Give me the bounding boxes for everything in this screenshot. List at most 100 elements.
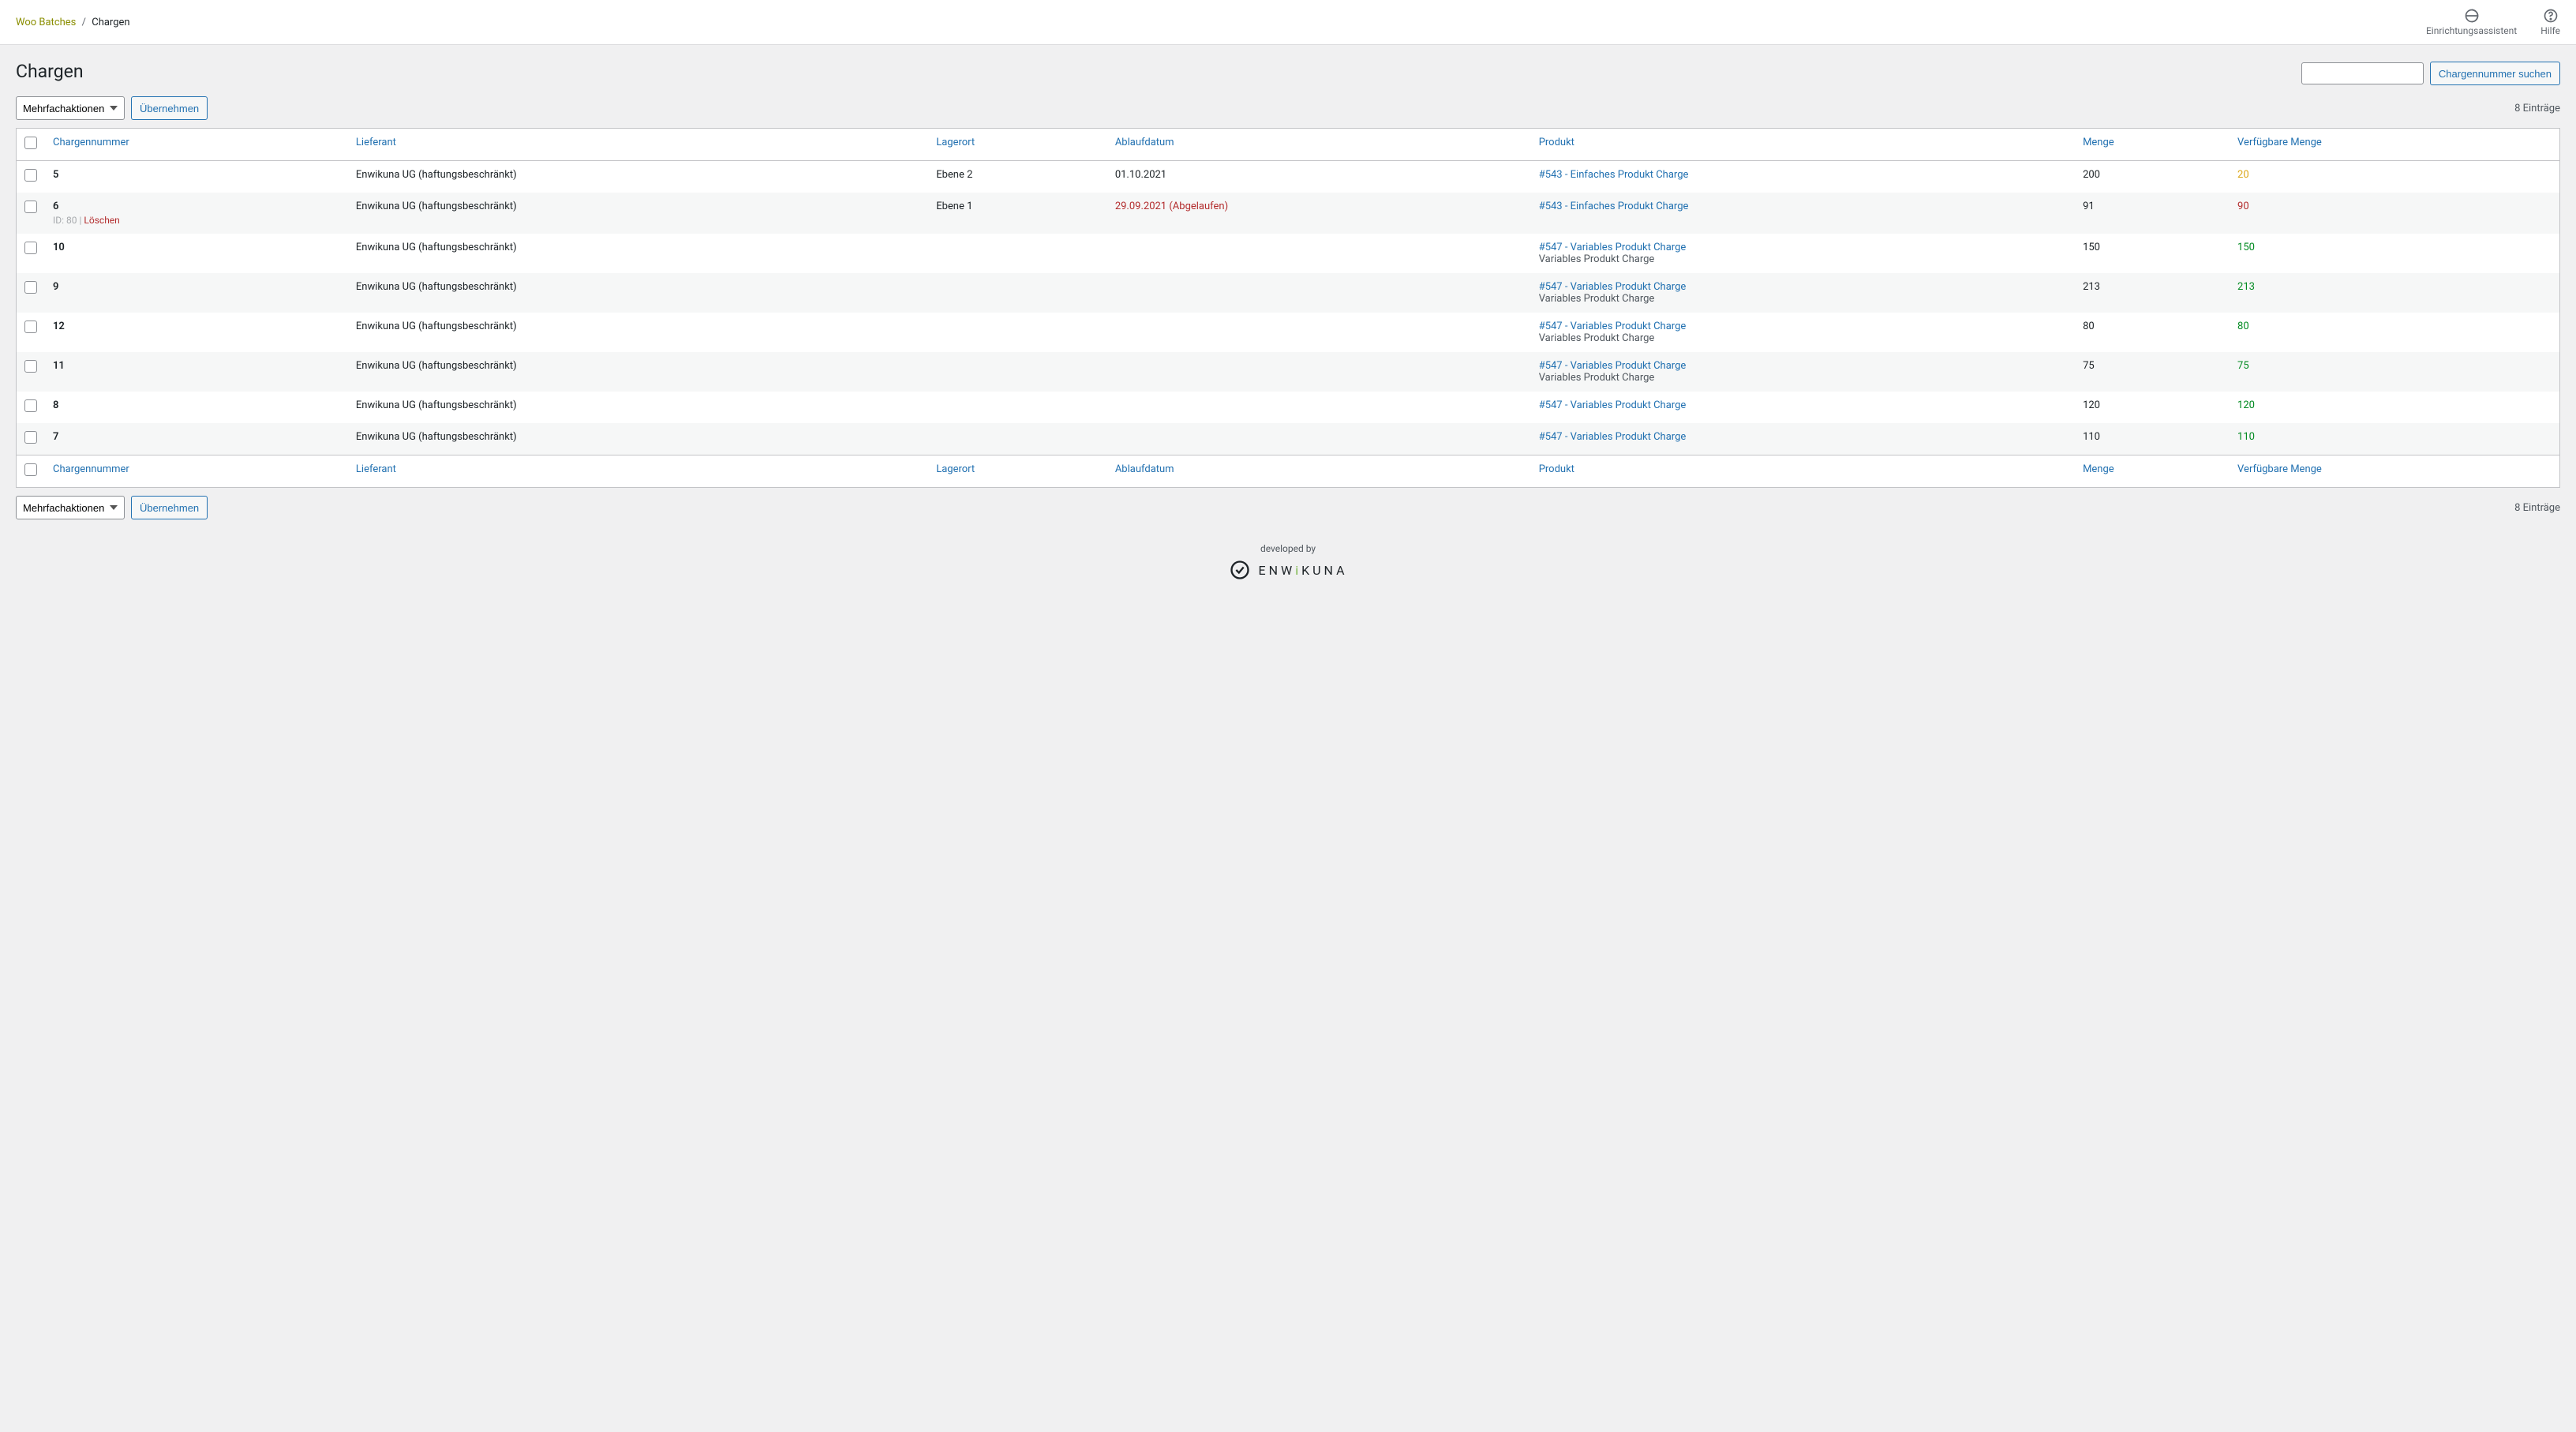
setup-assistant-button[interactable]: Einrichtungsassistent (2426, 8, 2517, 36)
product-link[interactable]: #547 - Variables Produkt Charge (1539, 399, 1687, 411)
supplier-cell: Enwikuna UG (haftungsbeschränkt) (348, 193, 928, 234)
expiry-cell: 29.09.2021 (Abgelaufen) (1107, 193, 1531, 234)
supplier-cell: Enwikuna UG (haftungsbeschränkt) (348, 273, 928, 313)
product-link[interactable]: #547 - Variables Produkt Charge (1539, 321, 1687, 332)
table-row: 7 Enwikuna UG (haftungsbeschränkt) #547 … (17, 423, 2560, 455)
bulk-actions-select-bottom[interactable]: Mehrfachaktionen (16, 496, 125, 519)
avail-cell: 213 (2230, 273, 2559, 313)
col-expiry-f[interactable]: Ablaufdatum (1115, 463, 1174, 475)
expiry-cell (1107, 313, 1531, 352)
col-expiry[interactable]: Ablaufdatum (1115, 137, 1174, 148)
qty-cell: 120 (2075, 392, 2230, 423)
avail-cell: 150 (2230, 234, 2559, 273)
supplier-cell: Enwikuna UG (haftungsbeschränkt) (348, 234, 928, 273)
batches-table: Chargennummer Lieferant Lagerort Ablaufd… (16, 128, 2560, 488)
table-row: 10 Enwikuna UG (haftungsbeschränkt) #547… (17, 234, 2560, 273)
col-batch-no[interactable]: Chargennummer (53, 137, 129, 148)
storage-cell (928, 392, 1107, 423)
row-checkbox[interactable] (24, 321, 37, 333)
breadcrumb: Woo Batches / Chargen (16, 17, 130, 28)
table-row: 12 Enwikuna UG (haftungsbeschränkt) #547… (17, 313, 2560, 352)
product-link[interactable]: #547 - Variables Produkt Charge (1539, 242, 1687, 253)
product-link[interactable]: #547 - Variables Produkt Charge (1539, 431, 1687, 443)
avail-cell: 75 (2230, 352, 2559, 392)
brand-i: i (1295, 563, 1301, 578)
qty-cell: 110 (2075, 423, 2230, 455)
col-batch-no-f[interactable]: Chargennummer (53, 463, 129, 475)
brand-post: KUNA (1301, 563, 1347, 578)
col-qty[interactable]: Menge (2083, 137, 2114, 148)
breadcrumb-root[interactable]: Woo Batches (16, 17, 76, 28)
supplier-cell: Enwikuna UG (haftungsbeschränkt) (348, 392, 928, 423)
apply-button-bottom[interactable]: Übernehmen (131, 496, 208, 519)
col-qty-f[interactable]: Menge (2083, 463, 2114, 475)
row-checkbox[interactable] (24, 431, 37, 444)
delete-link[interactable]: Löschen (84, 215, 119, 226)
search-button[interactable]: Chargennummer suchen (2430, 62, 2560, 85)
select-all-top[interactable] (24, 137, 37, 149)
entries-count-top: 8 Einträge (2514, 103, 2560, 114)
entries-count-bottom: 8 Einträge (2514, 502, 2560, 514)
batch-no: 5 (53, 169, 58, 181)
col-supplier-f[interactable]: Lieferant (356, 463, 396, 475)
apply-button-top[interactable]: Übernehmen (131, 96, 208, 120)
footer-dev-by: developed by (16, 543, 2560, 554)
storage-cell: Ebene 2 (928, 161, 1107, 193)
batch-no: 9 (53, 281, 58, 293)
qty-cell: 200 (2075, 161, 2230, 193)
avail-cell: 120 (2230, 392, 2559, 423)
row-checkbox[interactable] (24, 242, 37, 254)
col-product[interactable]: Produkt (1539, 137, 1574, 148)
row-checkbox[interactable] (24, 169, 37, 182)
product-link[interactable]: #543 - Einfaches Produkt Charge (1539, 169, 1689, 181)
row-checkbox[interactable] (24, 281, 37, 294)
table-row: 11 Enwikuna UG (haftungsbeschränkt) #547… (17, 352, 2560, 392)
select-all-bottom[interactable] (24, 463, 37, 476)
col-avail[interactable]: Verfügbare Menge (2237, 137, 2322, 148)
avail-cell: 110 (2230, 423, 2559, 455)
bulk-actions-select-top[interactable]: Mehrfachaktionen (16, 96, 125, 120)
product-link[interactable]: #547 - Variables Produkt Charge (1539, 360, 1687, 372)
col-storage[interactable]: Lagerort (936, 137, 975, 148)
help-icon (2543, 8, 2559, 24)
row-checkbox[interactable] (24, 201, 37, 213)
qty-cell: 150 (2075, 234, 2230, 273)
supplier-cell: Enwikuna UG (haftungsbeschränkt) (348, 352, 928, 392)
expiry-cell (1107, 234, 1531, 273)
avail-cell: 90 (2230, 193, 2559, 234)
storage-cell: Ebene 1 (928, 193, 1107, 234)
storage-cell (928, 313, 1107, 352)
batch-no: 7 (53, 431, 58, 443)
enwikuna-logo-icon (1229, 559, 1251, 581)
avail-cell: 20 (2230, 161, 2559, 193)
avail-cell: 80 (2230, 313, 2559, 352)
product-link[interactable]: #547 - Variables Produkt Charge (1539, 281, 1687, 293)
breadcrumb-sep: / (82, 17, 86, 28)
product-subtext: Variables Produkt Charge (1539, 332, 2067, 344)
expiry-cell (1107, 273, 1531, 313)
table-row: 8 Enwikuna UG (haftungsbeschränkt) #547 … (17, 392, 2560, 423)
col-product-f[interactable]: Produkt (1539, 463, 1574, 475)
expiry-cell (1107, 352, 1531, 392)
qty-cell: 80 (2075, 313, 2230, 352)
col-supplier[interactable]: Lieferant (356, 137, 396, 148)
expiry-cell (1107, 423, 1531, 455)
expiry-cell (1107, 392, 1531, 423)
search-input[interactable] (2301, 62, 2424, 84)
batch-no: 12 (53, 321, 65, 332)
row-checkbox[interactable] (24, 360, 37, 373)
col-avail-f[interactable]: Verfügbare Menge (2237, 463, 2322, 475)
setup-icon (2464, 8, 2480, 24)
supplier-cell: Enwikuna UG (haftungsbeschränkt) (348, 313, 928, 352)
expiry-cell: 01.10.2021 (1107, 161, 1531, 193)
table-row: 9 Enwikuna UG (haftungsbeschränkt) #547 … (17, 273, 2560, 313)
col-storage-f[interactable]: Lagerort (936, 463, 975, 475)
product-subtext: Variables Produkt Charge (1539, 372, 2067, 384)
help-label: Hilfe (2540, 25, 2560, 36)
storage-cell (928, 273, 1107, 313)
help-button[interactable]: Hilfe (2540, 8, 2560, 36)
row-checkbox[interactable] (24, 399, 37, 412)
breadcrumb-current: Chargen (92, 17, 129, 28)
product-link[interactable]: #543 - Einfaches Produkt Charge (1539, 201, 1689, 212)
row-actions: ID: 80 | Löschen (53, 215, 340, 226)
